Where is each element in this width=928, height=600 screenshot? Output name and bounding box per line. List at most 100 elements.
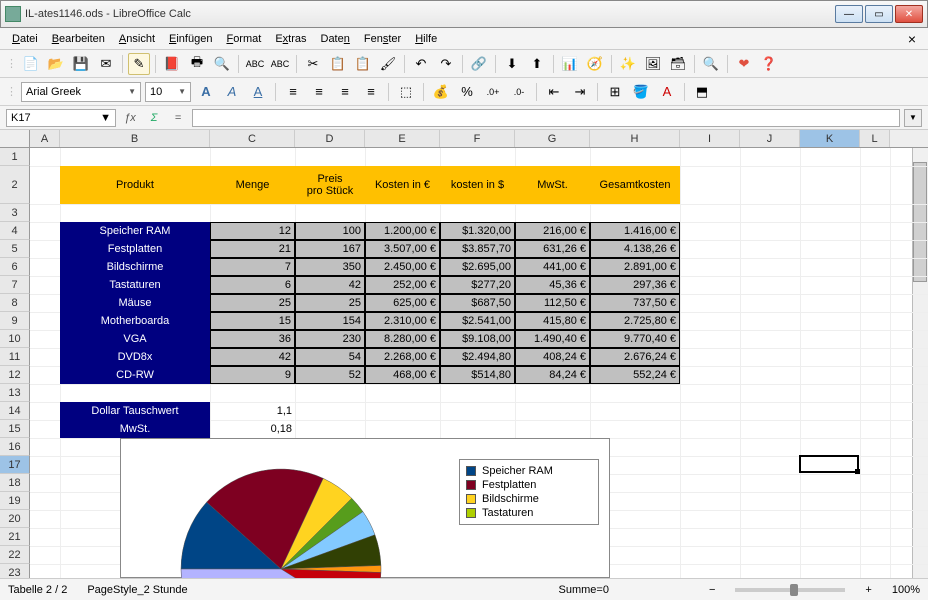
- row-header-20[interactable]: 20: [0, 510, 30, 528]
- cell-C6[interactable]: 7: [210, 258, 295, 276]
- toolbar-grip-2[interactable]: ⋮: [6, 85, 17, 98]
- cell-G9[interactable]: 415,80 €: [515, 312, 590, 330]
- cell-B12[interactable]: CD-RW: [60, 366, 210, 384]
- cell-E10[interactable]: 8.280,00 €: [365, 330, 440, 348]
- cell-D12[interactable]: 52: [295, 366, 365, 384]
- cell-G5[interactable]: 631,26 €: [515, 240, 590, 258]
- sort-asc-icon[interactable]: ⬇: [501, 53, 523, 75]
- sort-desc-icon[interactable]: ⬆: [526, 53, 548, 75]
- menu-bearbeiten[interactable]: Bearbeiten: [46, 31, 111, 47]
- cell-G11[interactable]: 408,24 €: [515, 348, 590, 366]
- toolbar-grip[interactable]: ⋮: [6, 57, 17, 70]
- embedded-chart[interactable]: Speicher RAMFestplattenBildschirmeTastat…: [120, 438, 610, 578]
- align-center-icon[interactable]: ≡: [308, 81, 330, 103]
- menu-hilfe[interactable]: Hilfe: [409, 31, 443, 47]
- undo-icon[interactable]: ↶: [410, 53, 432, 75]
- cell-C7[interactable]: 6: [210, 276, 295, 294]
- cell-D10[interactable]: 230: [295, 330, 365, 348]
- cell-G8[interactable]: 112,50 €: [515, 294, 590, 312]
- currency-icon[interactable]: 💰: [430, 81, 452, 103]
- cell-F9[interactable]: $2.541,00: [440, 312, 515, 330]
- new-icon[interactable]: 📄: [20, 53, 42, 75]
- sum-button[interactable]: Σ: [144, 109, 164, 127]
- cell-G4[interactable]: 216,00 €: [515, 222, 590, 240]
- cell-D6[interactable]: 350: [295, 258, 365, 276]
- cell-F4[interactable]: $1.320,00: [440, 222, 515, 240]
- cell-H6[interactable]: 2.891,00 €: [590, 258, 680, 276]
- cell-E5[interactable]: 3.507,00 €: [365, 240, 440, 258]
- menu-fenster[interactable]: Fenster: [358, 31, 407, 47]
- preview-icon[interactable]: 🔍: [211, 53, 233, 75]
- cells-grid[interactable]: ProduktMengePreis pro StückKosten in €ko…: [30, 148, 928, 578]
- row-header-7[interactable]: 7: [0, 276, 30, 294]
- cell-E12[interactable]: 468,00 €: [365, 366, 440, 384]
- doc-close-button[interactable]: ×: [902, 31, 922, 47]
- cell-B8[interactable]: Mäuse: [60, 294, 210, 312]
- cell-G2[interactable]: MwSt.: [515, 166, 590, 204]
- paste-icon[interactable]: 📋: [352, 53, 374, 75]
- equals-button[interactable]: =: [168, 109, 188, 127]
- cell-D5[interactable]: 167: [295, 240, 365, 258]
- cell-B2[interactable]: Produkt: [60, 166, 210, 204]
- gallery-icon[interactable]: 🖼: [642, 53, 664, 75]
- row-header-21[interactable]: 21: [0, 528, 30, 546]
- cell-B10[interactable]: VGA: [60, 330, 210, 348]
- cell-E2[interactable]: Kosten in €: [365, 166, 440, 204]
- col-header-E[interactable]: E: [365, 130, 440, 147]
- col-header-C[interactable]: C: [210, 130, 295, 147]
- decimal-del-icon[interactable]: .0-: [508, 81, 530, 103]
- cell-E11[interactable]: 2.268,00 €: [365, 348, 440, 366]
- cell-D9[interactable]: 154: [295, 312, 365, 330]
- row-header-22[interactable]: 22: [0, 546, 30, 564]
- cell-H2[interactable]: Gesamtkosten: [590, 166, 680, 204]
- row-header-17[interactable]: 17: [0, 456, 30, 474]
- indent-dec-icon[interactable]: ⇤: [543, 81, 565, 103]
- align-justify-icon[interactable]: ≡: [360, 81, 382, 103]
- close-button[interactable]: ✕: [895, 5, 923, 23]
- cell-E9[interactable]: 2.310,00 €: [365, 312, 440, 330]
- cell-reference-combo[interactable]: K17▼: [6, 109, 116, 127]
- help-icon[interactable]: ❤: [733, 53, 755, 75]
- cell-H7[interactable]: 297,36 €: [590, 276, 680, 294]
- cell-F6[interactable]: $2.695,00: [440, 258, 515, 276]
- col-header-K[interactable]: K: [800, 130, 860, 147]
- row-header-11[interactable]: 11: [0, 348, 30, 366]
- cell-G12[interactable]: 84,24 €: [515, 366, 590, 384]
- cell-F7[interactable]: $277,20: [440, 276, 515, 294]
- cell-G10[interactable]: 1.490,40 €: [515, 330, 590, 348]
- row-header-23[interactable]: 23: [0, 564, 30, 578]
- menu-extras[interactable]: Extras: [269, 31, 312, 47]
- zoom-thumb[interactable]: [790, 584, 798, 596]
- maximize-button[interactable]: ▭: [865, 5, 893, 23]
- autospell-icon[interactable]: ABC: [269, 53, 291, 75]
- menu-datei[interactable]: Datei: [6, 31, 44, 47]
- cell-H4[interactable]: 1.416,00 €: [590, 222, 680, 240]
- menu-daten[interactable]: Daten: [315, 31, 356, 47]
- row-header-15[interactable]: 15: [0, 420, 30, 438]
- merge-icon[interactable]: ⬚: [395, 81, 417, 103]
- menu-einfuegen[interactable]: Einfügen: [163, 31, 218, 47]
- topalign-icon[interactable]: ⬒: [691, 81, 713, 103]
- col-header-F[interactable]: F: [440, 130, 515, 147]
- edit-mode-icon[interactable]: ✎: [128, 53, 150, 75]
- menu-format[interactable]: Format: [220, 31, 267, 47]
- row-header-1[interactable]: 1: [0, 148, 30, 166]
- cell-F11[interactable]: $2.494,80: [440, 348, 515, 366]
- cell-C8[interactable]: 25: [210, 294, 295, 312]
- borders-icon[interactable]: ⊞: [604, 81, 626, 103]
- col-header-J[interactable]: J: [740, 130, 800, 147]
- select-all-corner[interactable]: [0, 130, 30, 147]
- cell-H5[interactable]: 4.138,26 €: [590, 240, 680, 258]
- zoom-in-button[interactable]: +: [865, 584, 871, 596]
- cell-B7[interactable]: Tastaturen: [60, 276, 210, 294]
- zoom-slider[interactable]: [735, 588, 845, 592]
- nav-icon[interactable]: 🧭: [584, 53, 606, 75]
- expand-formula-button[interactable]: ▼: [904, 109, 922, 127]
- save-icon[interactable]: 💾: [70, 53, 92, 75]
- italic-button[interactable]: A: [221, 81, 243, 103]
- cell-D2[interactable]: Preis pro Stück: [295, 166, 365, 204]
- email-icon[interactable]: ✉: [95, 53, 117, 75]
- open-icon[interactable]: 📂: [45, 53, 67, 75]
- styles-icon[interactable]: ✨: [617, 53, 639, 75]
- row-header-16[interactable]: 16: [0, 438, 30, 456]
